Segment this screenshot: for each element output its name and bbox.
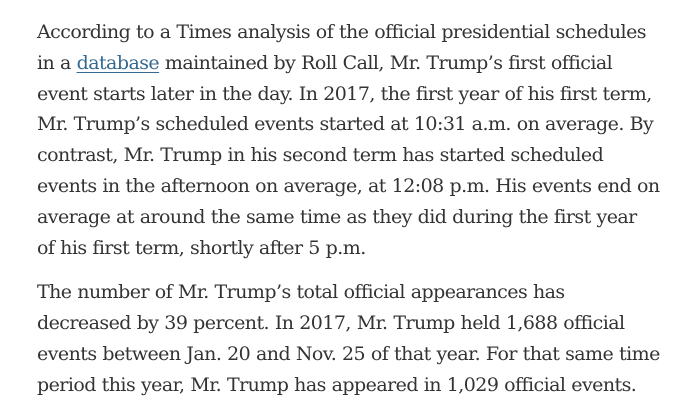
text-segment: maintained by Roll Call, Mr. Trump’s fir… (159, 51, 613, 74)
database-link[interactable]: database (76, 51, 160, 74)
text-line: events in the afternoon on average, at 1… (37, 174, 660, 197)
text-line: events between Jan. 20 and Nov. 25 of th… (37, 342, 660, 365)
text-line: According to a Times analysis of the off… (37, 21, 647, 43)
text-segment: in a (37, 51, 77, 74)
text-line: period this year, Mr. Trump has appeared… (37, 373, 637, 396)
paragraph-schedules: According to a Times analysis of the off… (37, 17, 677, 263)
paragraph-appearances: The number of Mr. Trump’s total official… (37, 277, 677, 400)
text-line: of his first term, shortly after 5 p.m. (37, 236, 366, 259)
text-line: Mr. Trump’s scheduled events started at … (37, 113, 654, 136)
text-line: event starts later in the day. In 2017, … (37, 82, 652, 105)
text-line: contrast, Mr. Trump in his second term h… (37, 144, 604, 167)
text-line: in a database maintained by Roll Call, M… (37, 48, 677, 79)
article-body: According to a Times analysis of the off… (37, 17, 677, 401)
text-line: decreased by 39 percent. In 2017, Mr. Tr… (37, 312, 625, 335)
text-line: average at around the same time as they … (37, 205, 637, 228)
text-line: The number of Mr. Trump’s total official… (37, 281, 565, 304)
